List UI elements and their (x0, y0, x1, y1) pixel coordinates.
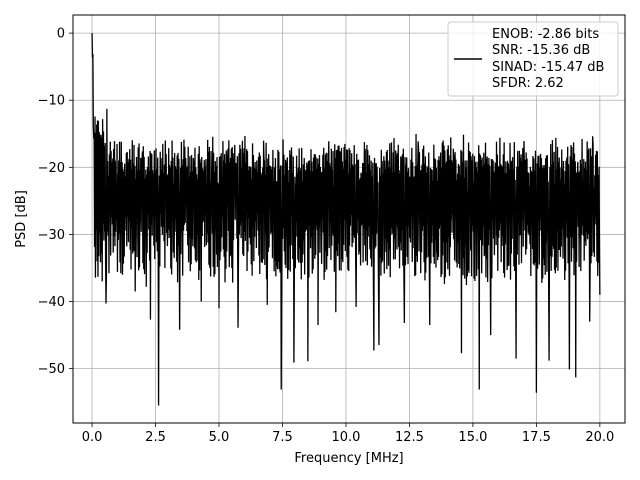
x-tick-label: 10.0 (331, 430, 360, 445)
y-axis-label: PSD [dB] (14, 190, 29, 248)
x-tick-label: 7.5 (272, 430, 293, 445)
legend-box (447, 21, 619, 97)
legend: ENOB: -2.86 bits SNR: -15.36 dB SINAD: -… (447, 21, 619, 97)
y-tick-label: −20 (38, 161, 65, 176)
y-tick-label: −40 (38, 295, 65, 310)
x-tick-label: 12.5 (395, 430, 424, 445)
y-tick-label: −30 (38, 228, 65, 243)
psd-line (91, 33, 601, 406)
x-tick-label: 15.0 (458, 430, 487, 445)
legend-line-enob: ENOB: -2.86 bits (492, 27, 599, 42)
y-axis-ticks: 0 −10 −20 −30 −40 −50 (38, 27, 73, 377)
x-tick-label: 20.0 (585, 430, 614, 445)
x-tick-label: 2.5 (145, 430, 166, 445)
plot-frame (72, 14, 626, 424)
x-tick-label: 0.0 (82, 430, 103, 445)
x-tick-label: 5.0 (209, 430, 230, 445)
y-tick-label: 0 (57, 27, 65, 42)
legend-line-snr: SNR: -15.36 dB (492, 43, 590, 58)
y-tick-label: −10 (38, 94, 65, 109)
x-axis-label: Frequency [MHz] (294, 451, 403, 466)
legend-line-sfdr: SFDR: 2.62 (492, 76, 564, 91)
x-axis-ticks: 0.0 2.5 5.0 7.5 10.0 12.5 15.0 17.5 20.0 (82, 423, 614, 445)
y-tick-label: −50 (38, 362, 65, 377)
legend-line-sinad: SINAD: -15.47 dB (492, 60, 604, 75)
x-tick-label: 17.5 (522, 430, 551, 445)
psd-series (91, 33, 601, 406)
